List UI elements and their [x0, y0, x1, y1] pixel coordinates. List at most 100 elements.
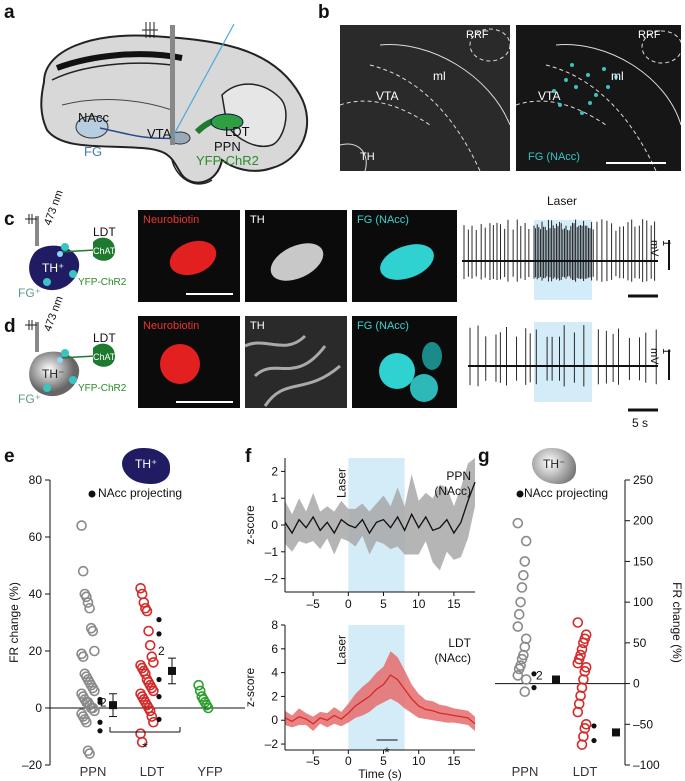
data-point-ppn — [77, 651, 89, 662]
panel-f-label: f — [245, 446, 252, 467]
x-tick-label: 5 — [380, 597, 387, 611]
nacc-point-ldt — [156, 631, 162, 637]
nacc-point-ppn — [531, 671, 537, 677]
neurobiotin-label-d: Neurobiotin — [143, 320, 200, 332]
schematic-d — [25, 320, 115, 397]
vta-label-b: VTA — [376, 89, 399, 103]
y-tick-label: –2 — [265, 572, 279, 586]
x-tick-label: 10 — [412, 597, 426, 611]
group-label-ldt: LDT — [140, 764, 165, 779]
data-point-ppn — [512, 517, 524, 529]
x-tick-label: 0 — [345, 597, 352, 611]
data-point-ldt — [135, 728, 146, 739]
x-axis-label: Time (s) — [358, 767, 402, 781]
laser-label-c: Laser — [547, 194, 578, 208]
y-tick-label: 100 — [633, 595, 653, 609]
x-tick-label: 15 — [447, 597, 461, 611]
data-point-ppn — [519, 686, 531, 698]
ml-label: ml — [433, 69, 446, 83]
x-tick-label: 0 — [345, 754, 352, 768]
data-point-ppn — [512, 621, 524, 632]
data-point-ppn — [77, 565, 89, 577]
chat-c: ChAT — [93, 246, 116, 256]
y-axis-label: z-score — [243, 505, 257, 545]
data-point-yfp — [202, 702, 214, 714]
data-point-ppn — [520, 535, 532, 547]
ldt-d: LDT — [93, 331, 116, 345]
rrf-label: RRF — [466, 29, 489, 41]
group-label-ldt: LDT — [573, 764, 598, 779]
mean-marker — [552, 675, 560, 684]
data-point-ppn — [512, 670, 524, 681]
scale-mv-c: 1 mV — [648, 240, 672, 257]
th-label-b: TH — [360, 151, 375, 163]
image-fg-c: FG (NAcc) — [352, 210, 457, 302]
data-point-ppn — [84, 748, 95, 759]
micrograph-th: RRF ml VTA TH — [340, 25, 510, 171]
y-tick-label: 0 — [633, 677, 640, 691]
mean-line — [284, 481, 476, 535]
panel-subtitle: (NAcc) — [434, 651, 471, 665]
icon-th-minus-label: TH⁻ — [543, 457, 566, 471]
ml-label-r: ml — [611, 69, 624, 83]
data-point-ldt — [135, 583, 146, 594]
image-neurobiotin-d: Neurobiotin — [138, 316, 240, 408]
panel-d-label: d — [4, 316, 16, 337]
nacc-point-ldt — [156, 617, 162, 623]
x-tick-label: 10 — [412, 754, 426, 768]
y-tick-label: 50 — [633, 636, 647, 650]
y-tick-label: 20 — [29, 644, 43, 658]
data-point-ppn — [89, 645, 100, 657]
sig-star-e: * — [142, 739, 148, 755]
data-point-ldt — [572, 657, 584, 669]
ldt-label: LDT — [225, 124, 250, 139]
y-tick-label: –1 — [265, 545, 279, 559]
group-label-yfp: YFP — [197, 764, 222, 779]
image-th-c: TH — [245, 210, 347, 302]
nacc-point-ppn — [97, 719, 103, 725]
image-neurobiotin-c: Neurobiotin — [138, 210, 240, 302]
panel-a-label: a — [4, 2, 15, 23]
y-tick-label: –100 — [633, 758, 660, 772]
panel-e-label: e — [4, 446, 15, 467]
y-tick-label: 60 — [29, 530, 43, 544]
scale-mv-d: 1 mV — [648, 348, 672, 365]
yfp-label: YFP-ChR2 — [196, 153, 259, 168]
y-axis-label: FR change (%) — [670, 582, 684, 663]
data-point-ppn — [518, 569, 529, 581]
data-point-ldt — [148, 657, 159, 668]
data-point-ldt — [136, 736, 148, 748]
y-tick-label: 4 — [271, 666, 278, 680]
panel-subtitle: (NAcc) — [434, 484, 471, 498]
data-point-ldt — [572, 706, 584, 718]
data-point-ldt — [146, 651, 158, 662]
th-d: TH⁻ — [42, 367, 65, 381]
y-tick-label: –50 — [633, 717, 653, 731]
panel-g-label: g — [478, 446, 490, 467]
y-tick-label: 0 — [271, 713, 278, 727]
fg-label: FG — [84, 144, 103, 159]
trace-c — [462, 219, 670, 300]
data-point-ppn — [513, 609, 525, 620]
panel-b-label: b — [318, 2, 330, 23]
chart-g: 250 200 150 100 50 0 –50 –100 FR change (%) 2 PPN L… — [495, 473, 684, 779]
y-tick-label: 250 — [633, 473, 653, 487]
data-point-yfp — [193, 679, 204, 691]
vta-label-r: VTA — [538, 89, 561, 103]
y-tick-label: 1 — [271, 491, 278, 505]
icon-th-minus — [532, 448, 576, 484]
data-point-ldt — [146, 711, 158, 722]
th-label-image-d: TH — [250, 320, 265, 332]
chat-d: ChAT — [93, 352, 116, 362]
data-point-ldt — [578, 637, 589, 649]
data-point-ppn — [516, 653, 528, 665]
ldt-c: LDT — [93, 225, 116, 239]
n-label-ppn-g: 2 — [536, 668, 543, 682]
nacc-point-ppn — [97, 728, 103, 734]
legend-g: NAcc projecting — [524, 486, 609, 500]
x-tick-label: 5 — [380, 754, 387, 768]
data-point-yfp — [194, 685, 206, 697]
nacc-point-ppn — [97, 699, 103, 705]
data-point-ppn — [81, 716, 92, 728]
